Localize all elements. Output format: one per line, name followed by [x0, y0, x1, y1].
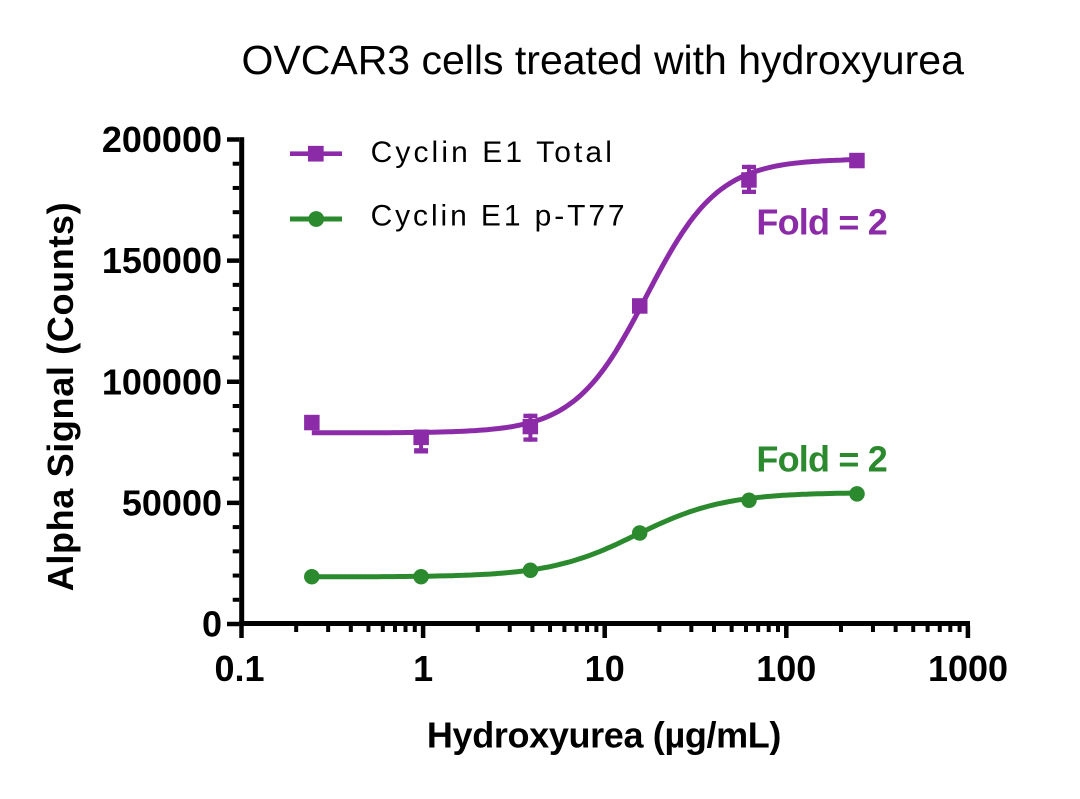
svg-text:Fold = 2: Fold = 2 — [756, 438, 887, 479]
svg-text:100: 100 — [756, 648, 816, 689]
svg-text:150000: 150000 — [102, 240, 222, 281]
svg-text:200000: 200000 — [102, 119, 222, 160]
svg-text:1: 1 — [413, 648, 433, 689]
svg-text:Cyclin E1 p-T77: Cyclin E1 p-T77 — [371, 200, 628, 233]
svg-text:50000: 50000 — [122, 483, 222, 524]
svg-text:OVCAR3 cells treated with hydr: OVCAR3 cells treated with hydroxyurea — [242, 37, 965, 83]
svg-text:Alpha Signal (Counts): Alpha Signal (Counts) — [40, 202, 81, 592]
svg-text:Fold = 2: Fold = 2 — [756, 201, 887, 242]
svg-text:1000: 1000 — [928, 648, 1008, 689]
svg-text:10: 10 — [585, 648, 625, 689]
svg-text:0.1: 0.1 — [214, 648, 264, 689]
svg-text:Cyclin E1 Total: Cyclin E1 Total — [371, 136, 615, 169]
svg-text:Hydroxyurea (µg/mL): Hydroxyurea (µg/mL) — [427, 715, 781, 756]
svg-text:100000: 100000 — [102, 361, 222, 402]
svg-text:0: 0 — [202, 604, 222, 645]
